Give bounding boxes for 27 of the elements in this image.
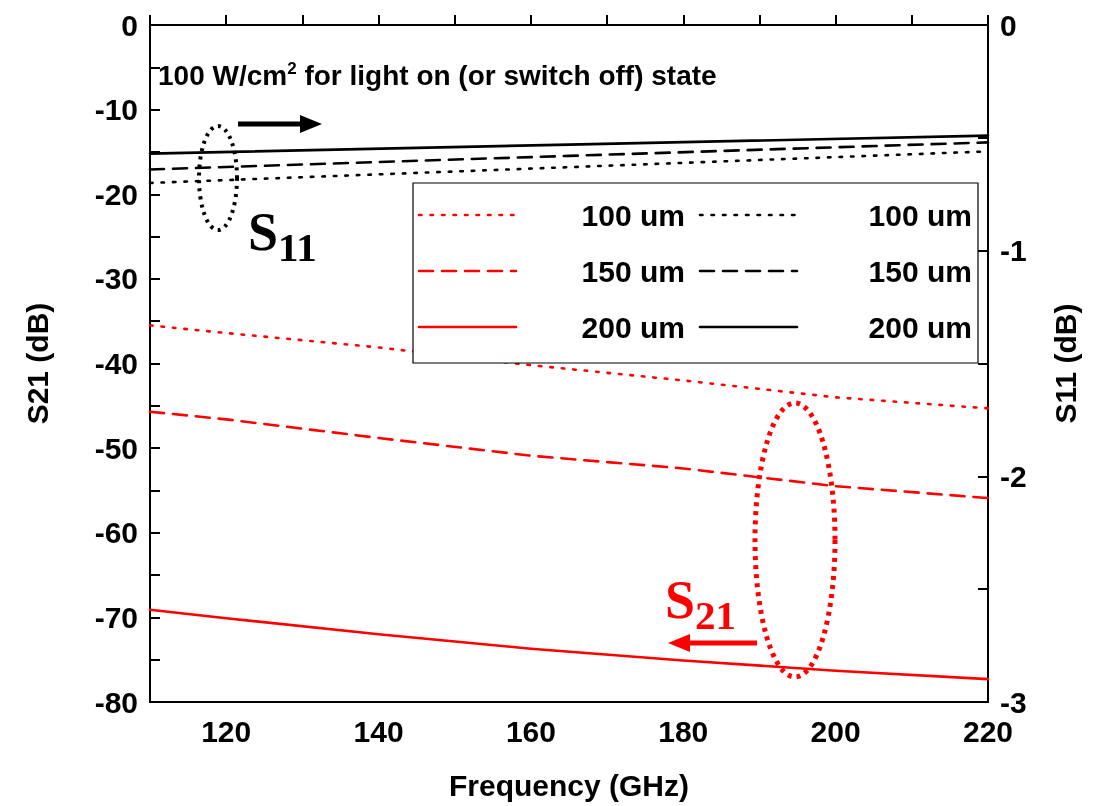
y-tick-label: -80 [94, 685, 138, 719]
legend-label: 100 um [581, 198, 685, 232]
y-tick-label: -60 [94, 516, 138, 550]
x-tick-label: 140 [353, 714, 404, 748]
x-tick-label: 120 [201, 714, 252, 748]
x-axis-title: Frequency (GHz) [448, 768, 690, 802]
x-tick-label: 180 [658, 714, 709, 748]
y2-tick-label: 0 [1000, 8, 1017, 42]
y2-tick-label: -1 [1000, 234, 1027, 268]
y-axis-title: S21 (dB) [20, 302, 54, 425]
legend-label: 150 um [581, 254, 685, 288]
legend-label: 200 um [581, 310, 685, 344]
y-tick-label: -70 [94, 600, 138, 634]
legend-label: 150 um [868, 254, 972, 288]
y-tick-label: -40 [94, 347, 138, 380]
y-tick-label: -30 [94, 262, 138, 296]
y-tick-label: -50 [94, 431, 138, 465]
y2-tick-label: -2 [1000, 459, 1027, 493]
line-series [148, 410, 990, 500]
y-tick-label: -20 [94, 177, 138, 211]
x-tick-label: 200 [810, 714, 861, 748]
legend-label: 100 um [868, 198, 972, 232]
y2-axis-title: S11 (dB) [1048, 303, 1082, 424]
x-tick-label: 160 [505, 714, 556, 748]
y-tick-label: 0 [121, 8, 138, 42]
y-tick-label: -10 [94, 93, 138, 127]
legend-label: 200 um [868, 310, 972, 344]
